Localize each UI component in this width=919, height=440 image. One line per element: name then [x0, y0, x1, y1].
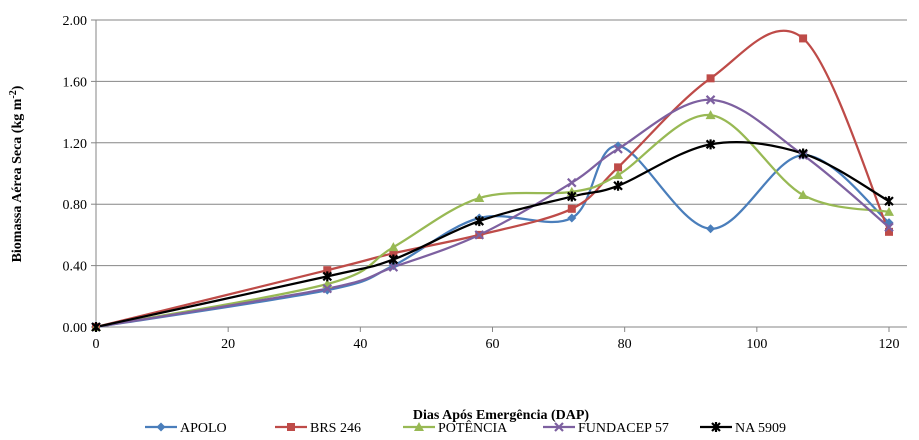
- data-point-na-5909: [798, 148, 808, 159]
- legend-label-brs-246: BRS 246: [310, 421, 361, 436]
- data-point-na-5909: [474, 216, 485, 227]
- x-tick-label: 20: [221, 337, 235, 352]
- legend-marker-na-5909: [711, 422, 721, 432]
- axes: [95, 20, 907, 328]
- legend-marker-fundacep-57: [554, 422, 564, 432]
- legend: APOLO BRS 246 POTÊNCIA FUNDACEP 57 NA 5909: [145, 419, 786, 436]
- data-point-brs-246: [323, 266, 332, 275]
- gridlines: [96, 19, 907, 267]
- legend-marker-apolo: [156, 422, 166, 432]
- data-point-na-5909: [705, 139, 716, 150]
- data-point-fundacep-57: [388, 262, 399, 272]
- data-point-pot-ncia: [388, 242, 399, 252]
- legend-label-pot-ncia: POTÊNCIA: [438, 419, 508, 436]
- legend-marker-pot-ncia: [414, 422, 424, 431]
- y-axis-title: Biomassa Aérea Seca (kg m-2): [8, 85, 25, 262]
- y-tick-label: 1.20: [63, 137, 88, 152]
- x-tick-label: 80: [618, 337, 632, 352]
- data-point-fundacep-57: [474, 230, 485, 240]
- data-point-na-5909: [884, 196, 894, 207]
- data-point-fundacep-57: [705, 95, 716, 105]
- x-tick-label: 120: [879, 337, 900, 352]
- data-point-apolo: [706, 224, 716, 234]
- legend-label-na-5909: NA 5909: [735, 421, 786, 436]
- y-axis-title-main: Biomassa Aérea Seca (kg m: [10, 98, 25, 262]
- legend-label-fundacep-57: FUNDACEP 57: [578, 421, 669, 436]
- legend-label-apolo: APOLO: [180, 421, 227, 436]
- data-point-brs-246: [614, 163, 623, 172]
- series-lines: [95, 29, 891, 329]
- y-tick-label: 0.00: [63, 321, 88, 336]
- data-point-na-5909: [388, 254, 399, 265]
- tick-labels: 0.00 0.40 0.80 1.20 1.60 2.00 0 20 40 60 80 100 120: [63, 14, 900, 352]
- data-point-pot-ncia: [798, 189, 809, 199]
- series-line-pot-ncia: [95, 114, 890, 329]
- series-markers: [91, 34, 894, 332]
- data-point-na-5909: [567, 191, 577, 202]
- data-point-brs-246: [706, 74, 715, 83]
- x-tick-label: 40: [353, 337, 367, 352]
- y-tick-label: 0.80: [63, 198, 88, 213]
- legend-marker-brs-246: [287, 423, 295, 431]
- y-axis-title-close: ): [10, 85, 25, 90]
- data-point-pot-ncia: [884, 206, 894, 216]
- y-tick-label: 1.60: [63, 75, 88, 90]
- data-point-fundacep-57: [613, 144, 623, 154]
- series-line-apolo: [95, 144, 890, 329]
- data-point-brs-246: [567, 204, 576, 213]
- data-point-brs-246: [799, 34, 808, 43]
- x-tick-label: 0: [93, 337, 100, 352]
- data-point-apolo: [567, 213, 577, 223]
- data-point-brs-246: [389, 249, 398, 258]
- data-point-fundacep-57: [884, 222, 894, 233]
- y-axis-title-sup: -2: [8, 90, 19, 98]
- x-tick-label: 60: [486, 337, 500, 352]
- series-line-na-5909: [95, 141, 890, 329]
- y-tick-label: 0.40: [63, 260, 88, 275]
- x-axis-title: Dias Após Emergência (DAP): [413, 408, 589, 423]
- data-point-na-5909: [613, 180, 623, 191]
- data-point-pot-ncia: [474, 193, 485, 203]
- data-point-na-5909: [322, 271, 333, 282]
- data-point-fundacep-57: [567, 177, 577, 188]
- data-point-fundacep-57: [322, 283, 333, 294]
- data-point-pot-ncia: [705, 110, 716, 120]
- data-point-pot-ncia: [613, 170, 624, 180]
- x-tick-label: 100: [746, 337, 767, 352]
- series-line-fundacep-57: [95, 98, 890, 329]
- y-tick-label: 2.00: [63, 14, 88, 29]
- data-point-brs-246: [885, 227, 893, 236]
- data-point-na-5909: [91, 322, 101, 332]
